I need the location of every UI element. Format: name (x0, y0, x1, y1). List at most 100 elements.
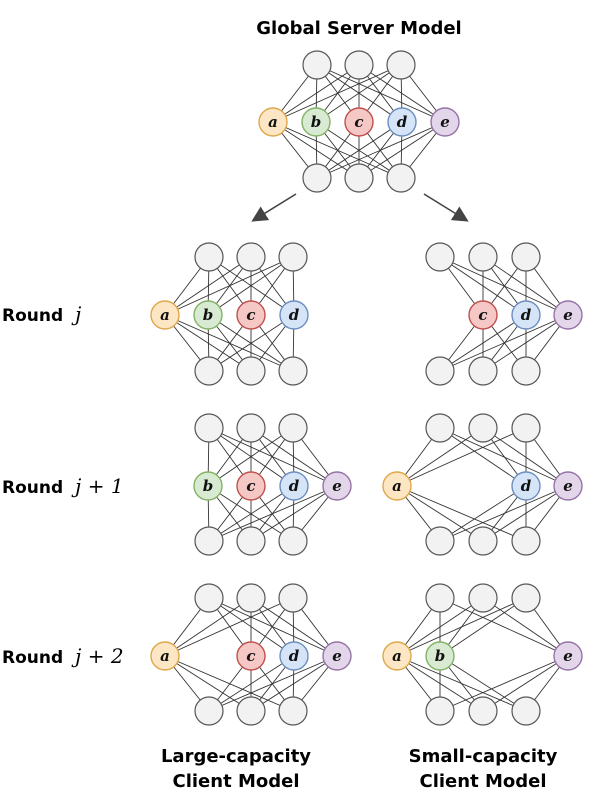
neuron-label-b: b (311, 113, 322, 131)
neuron-label-d: d (521, 477, 532, 495)
edge (315, 64, 402, 123)
input-neuron (425, 583, 455, 613)
input-neuron (278, 583, 308, 613)
arrow-to-small-client (423, 193, 469, 222)
input-neuron (425, 413, 455, 443)
hidden-neuron-b (301, 107, 331, 137)
input-neuron (511, 242, 541, 272)
edge (439, 485, 569, 542)
input-neuron (511, 413, 541, 443)
edge (208, 427, 295, 487)
edge (316, 64, 403, 123)
output-neuron (194, 696, 224, 726)
arrow-to-large-client (251, 193, 297, 222)
global-model-title: Global Server Model (256, 18, 461, 39)
edge (439, 427, 527, 487)
edge (439, 314, 569, 372)
neuron-label-e: e (440, 113, 450, 131)
edge (396, 427, 484, 487)
edge (396, 427, 527, 487)
input-neuron (236, 242, 266, 272)
neuron-label-c: c (478, 306, 487, 324)
edge (439, 314, 527, 372)
hidden-neuron-c (236, 471, 266, 501)
edge (316, 64, 446, 123)
neuron-label-a: a (160, 647, 170, 665)
output-neuron (511, 356, 541, 386)
small-client-round-j1-edges (396, 427, 569, 542)
large-capacity-label-line2: Client Model (173, 771, 300, 792)
edge (208, 655, 295, 712)
large-client-round-j-edges (164, 256, 295, 372)
edge (208, 597, 338, 657)
edge (482, 597, 569, 657)
hidden-neuron-c (236, 300, 266, 330)
output-neuron (278, 526, 308, 556)
input-neuron (302, 50, 332, 80)
output-neuron (425, 526, 455, 556)
edge (316, 121, 403, 179)
input-neuron (386, 50, 416, 80)
edge (208, 427, 338, 487)
edge (439, 597, 527, 657)
hidden-neuron-d (511, 300, 541, 330)
edge (164, 256, 252, 316)
input-neuron (194, 413, 224, 443)
edge (396, 485, 484, 542)
neuron-label-a: a (268, 113, 278, 131)
edge (250, 485, 338, 542)
input-neuron (194, 583, 224, 613)
hidden-neuron-e (430, 107, 460, 137)
hidden-neuron-b (193, 300, 223, 330)
edge (272, 64, 360, 123)
large-client-round-j1-edges (207, 427, 338, 542)
hidden-neuron-c (468, 300, 498, 330)
large-client-round-j1: b c d e (193, 413, 352, 556)
hidden-neuron-c (344, 107, 374, 137)
output-neuron (386, 163, 416, 193)
round-j2-label: Round j + 2 (2, 644, 124, 668)
input-neuron (344, 50, 374, 80)
edge (164, 655, 252, 712)
neuron-label-b: b (203, 306, 214, 324)
hidden-neuron-b (425, 641, 455, 671)
large-client-round-j: a b c d (150, 242, 309, 386)
output-neuron (468, 356, 498, 386)
neuron-label-a: a (392, 477, 402, 495)
hidden-neuron-a (150, 641, 180, 671)
edge (207, 314, 294, 372)
hidden-neuron-e (322, 641, 352, 671)
edge (164, 314, 252, 372)
neuron-label-d: d (521, 306, 532, 324)
edge (482, 485, 569, 542)
neuron-label-e: e (563, 647, 573, 665)
hidden-neuron-d (279, 641, 309, 671)
edge (439, 427, 569, 487)
neuron-label-b: b (435, 647, 446, 665)
neuron-label-c: c (246, 306, 255, 324)
neuron-label-c: c (246, 477, 255, 495)
output-neuron (511, 696, 541, 726)
edge (358, 121, 446, 179)
small-client-round-j-edges (439, 256, 569, 372)
hidden-neuron-d (279, 300, 309, 330)
edge (207, 485, 294, 542)
small-client-round-j2-edges (396, 597, 569, 712)
input-neuron (468, 583, 498, 613)
hidden-neuron-a (382, 471, 412, 501)
edge (439, 256, 527, 316)
edge (396, 485, 527, 542)
input-neuron (425, 242, 455, 272)
neuron-label-e: e (332, 477, 342, 495)
neuron-label-d: d (397, 113, 408, 131)
edge (250, 597, 338, 657)
hidden-neuron-e (553, 300, 583, 330)
hidden-neuron-e (553, 641, 583, 671)
neuron-label-a: a (160, 306, 170, 324)
output-neuron (468, 696, 498, 726)
neuron-label-d: d (289, 647, 300, 665)
output-neuron (236, 526, 266, 556)
